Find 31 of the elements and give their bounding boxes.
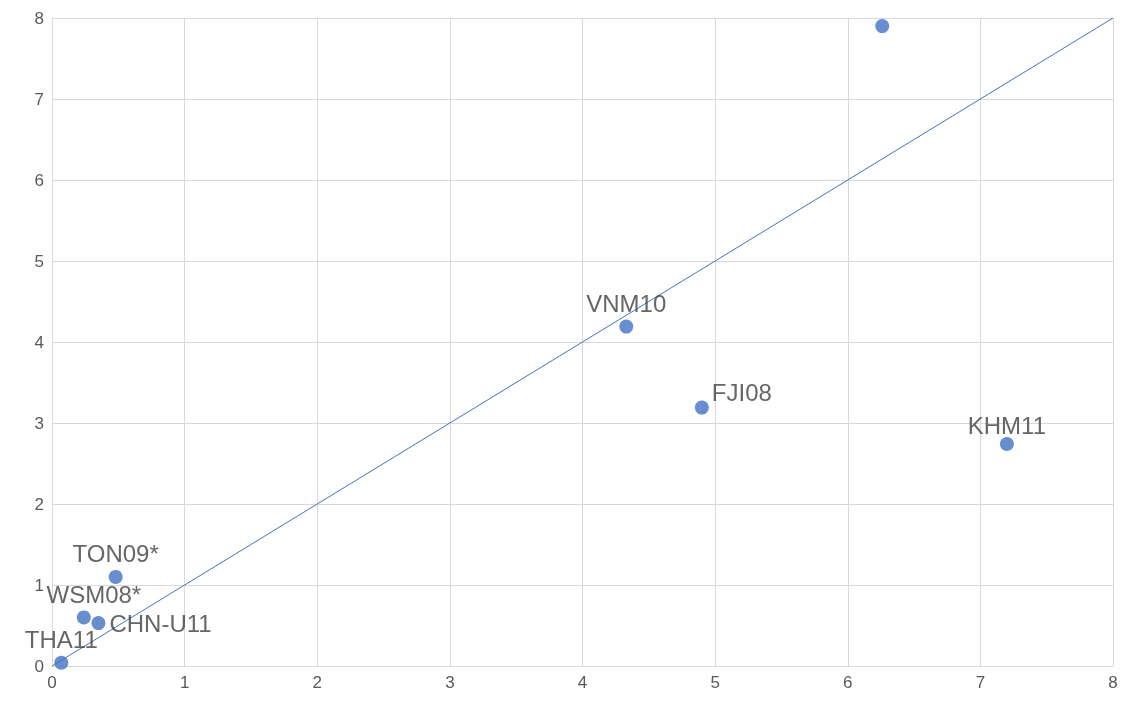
- point: [76, 610, 91, 625]
- point: [619, 319, 634, 334]
- point: [694, 400, 709, 415]
- y-tick-label: 6: [34, 170, 44, 190]
- x-tick-label: 7: [975, 673, 986, 692]
- x-tick-label: 2: [312, 673, 322, 692]
- y-tick-label: 2: [34, 494, 44, 514]
- point: [875, 19, 890, 34]
- x-tick-label: 1: [179, 673, 190, 692]
- x-tick-label: 6: [843, 673, 853, 692]
- y-tick-label: 3: [34, 413, 44, 433]
- point: [54, 655, 69, 670]
- annotation: THA11: [24, 626, 98, 654]
- x-tick-label: 8: [1108, 673, 1118, 692]
- x-tick-label: 3: [445, 673, 455, 692]
- annotation: FJI08: [711, 379, 772, 407]
- y-tick-label: 0: [34, 656, 44, 676]
- x-tick-label: 0: [47, 673, 57, 692]
- point: [91, 616, 106, 631]
- y-tick-label: 5: [34, 251, 44, 271]
- point: [999, 437, 1014, 452]
- x-tick-label: 4: [577, 673, 588, 692]
- annotation: TON09*: [72, 540, 159, 568]
- point: [108, 569, 123, 584]
- y-tick-label: 1: [34, 575, 44, 595]
- y-tick-label: 8: [34, 8, 44, 28]
- annotation: WSM08*: [46, 580, 142, 608]
- y-tick-label: 7: [34, 89, 44, 109]
- y-tick-label: 4: [34, 332, 44, 352]
- annotation: KHM11: [967, 411, 1047, 439]
- x-tick-label: 5: [710, 673, 720, 692]
